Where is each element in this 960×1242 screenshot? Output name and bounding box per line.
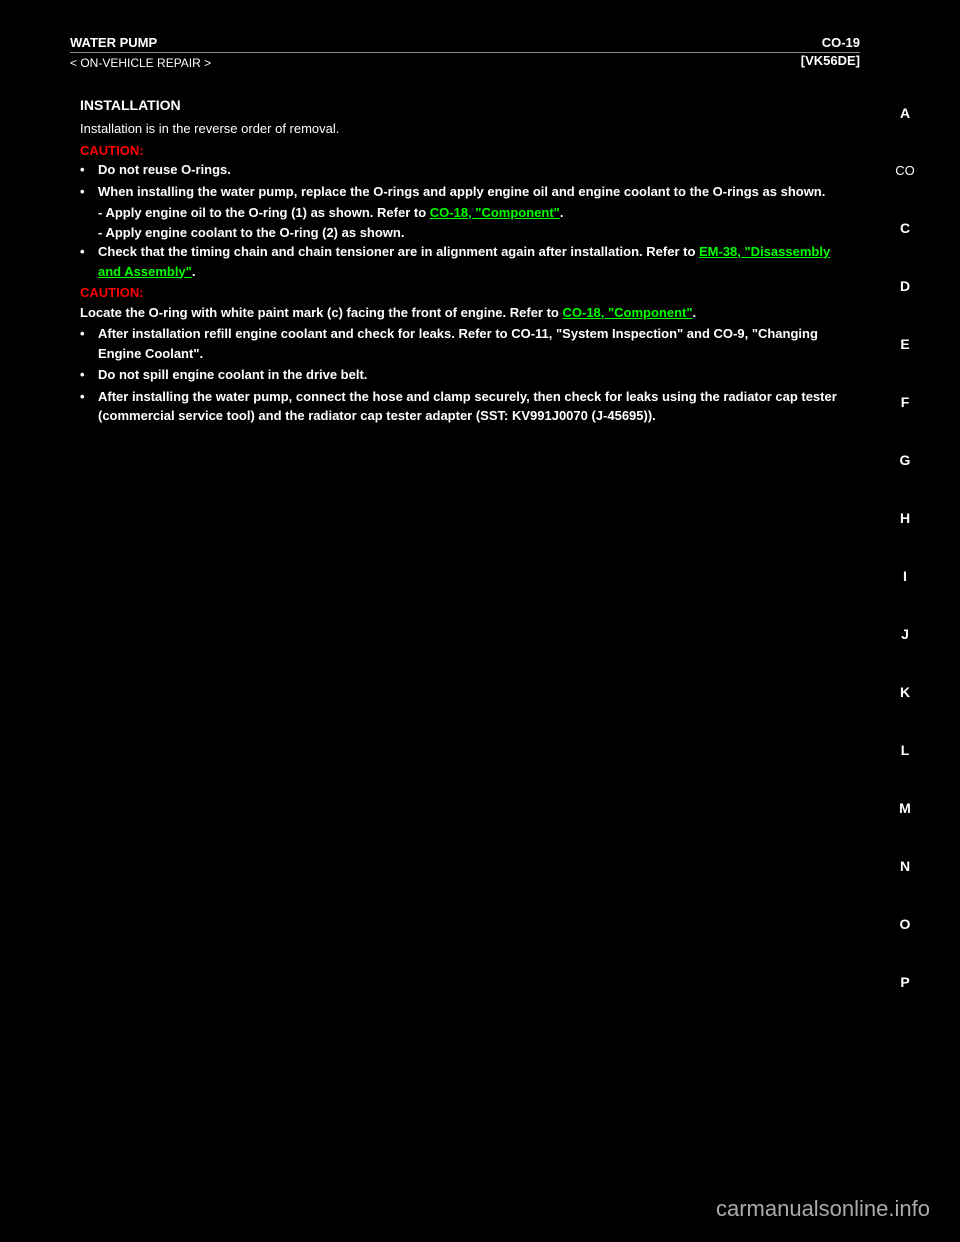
bullet-text: When installing the water pump, replace … <box>98 182 850 202</box>
sidebar-item[interactable]: K <box>900 684 910 700</box>
caution-label: CAUTION: <box>80 141 850 161</box>
sidebar-item[interactable]: P <box>900 974 909 990</box>
reference-link[interactable]: CO-18, "Component" <box>430 205 560 220</box>
sidebar-item[interactable]: C <box>900 220 910 236</box>
bullet-icon: • <box>80 182 98 202</box>
sidebar-item[interactable]: I <box>903 568 907 584</box>
caution-label: CAUTION: <box>80 283 850 303</box>
header-subrow: < ON-VEHICLE REPAIR > [VK56DE] <box>70 53 860 70</box>
bullet-icon: • <box>80 324 98 363</box>
sidebar-item[interactable]: E <box>900 336 909 352</box>
header-row: WATER PUMP CO-19 <box>70 35 860 53</box>
sidebar-item-current[interactable]: CO <box>895 163 915 178</box>
sub-bullet-prefix: - Apply engine oil to the O-ring (1) as … <box>98 205 430 220</box>
installation-heading: INSTALLATION <box>80 95 850 116</box>
sub-bullet-item: - Apply engine coolant to the O-ring (2)… <box>98 223 850 243</box>
page-subtitle: < ON-VEHICLE REPAIR > <box>70 56 211 70</box>
bullet-prefix: Check that the timing chain and chain te… <box>98 244 699 259</box>
bullet-text: After installing the water pump, connect… <box>98 387 850 426</box>
bullet-item: • When installing the water pump, replac… <box>80 182 850 202</box>
section-index-sidebar: A CO C D E F G H I J K L M N O P <box>890 105 920 990</box>
caution-prefix: Locate the O-ring with white paint mark … <box>80 305 562 320</box>
intro-text: Installation is in the reverse order of … <box>80 119 850 139</box>
sidebar-item[interactable]: F <box>901 394 910 410</box>
bullet-item: • After installing the water pump, conne… <box>80 387 850 426</box>
reference-link[interactable]: CO-18, "Component" <box>562 305 692 320</box>
section-title: WATER PUMP <box>70 35 157 50</box>
bullet-icon: • <box>80 365 98 385</box>
bullet-icon: • <box>80 242 98 281</box>
bullet-text: Do not spill engine coolant in the drive… <box>98 365 850 385</box>
bullet-icon: • <box>80 160 98 180</box>
sidebar-item[interactable]: D <box>900 278 910 294</box>
sidebar-item[interactable]: H <box>900 510 910 526</box>
bullet-icon: • <box>80 387 98 426</box>
page-container: WATER PUMP CO-19 < ON-VEHICLE REPAIR > [… <box>0 0 960 1242</box>
sidebar-item[interactable]: G <box>900 452 911 468</box>
bullet-text: Check that the timing chain and chain te… <box>98 242 850 281</box>
caution-body: Locate the O-ring with white paint mark … <box>80 303 850 323</box>
sidebar-item[interactable]: M <box>899 800 911 816</box>
sub-bullet-suffix: . <box>560 205 564 220</box>
sub-bullet-item: - Apply engine oil to the O-ring (1) as … <box>98 203 850 223</box>
bullet-item: • Do not spill engine coolant in the dri… <box>80 365 850 385</box>
sub-bullet-text: - Apply engine coolant to the O-ring (2)… <box>98 225 404 240</box>
caution-suffix: . <box>693 305 697 320</box>
bullet-text: Do not reuse O-rings. <box>98 160 850 180</box>
sidebar-item[interactable]: A <box>900 105 910 121</box>
page-header: WATER PUMP CO-19 < ON-VEHICLE REPAIR > [… <box>70 35 860 70</box>
bullet-item: • After installation refill engine coola… <box>80 324 850 363</box>
bullet-text: After installation refill engine coolant… <box>98 324 850 363</box>
bullet-suffix: . <box>192 264 196 279</box>
sidebar-item[interactable]: L <box>901 742 910 758</box>
watermark-text: carmanualsonline.info <box>716 1196 930 1222</box>
section-ref: [VK56DE] <box>801 53 860 70</box>
content-body: INSTALLATION Installation is in the reve… <box>80 95 850 428</box>
sidebar-item[interactable]: O <box>900 916 911 932</box>
bullet-item: • Check that the timing chain and chain … <box>80 242 850 281</box>
sidebar-item[interactable]: N <box>900 858 910 874</box>
sidebar-item[interactable]: J <box>901 626 909 642</box>
page-number: CO-19 <box>822 35 860 50</box>
bullet-item: • Do not reuse O-rings. <box>80 160 850 180</box>
